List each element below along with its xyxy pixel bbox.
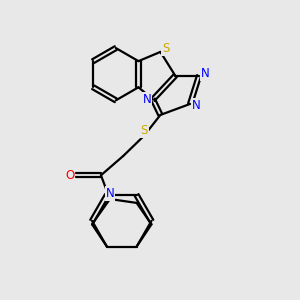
- Text: N: N: [106, 187, 114, 200]
- Text: N: N: [192, 99, 201, 112]
- Text: N: N: [143, 93, 152, 106]
- Text: N: N: [201, 67, 210, 80]
- Text: S: S: [162, 42, 169, 55]
- Text: O: O: [65, 169, 74, 182]
- Text: S: S: [140, 124, 148, 137]
